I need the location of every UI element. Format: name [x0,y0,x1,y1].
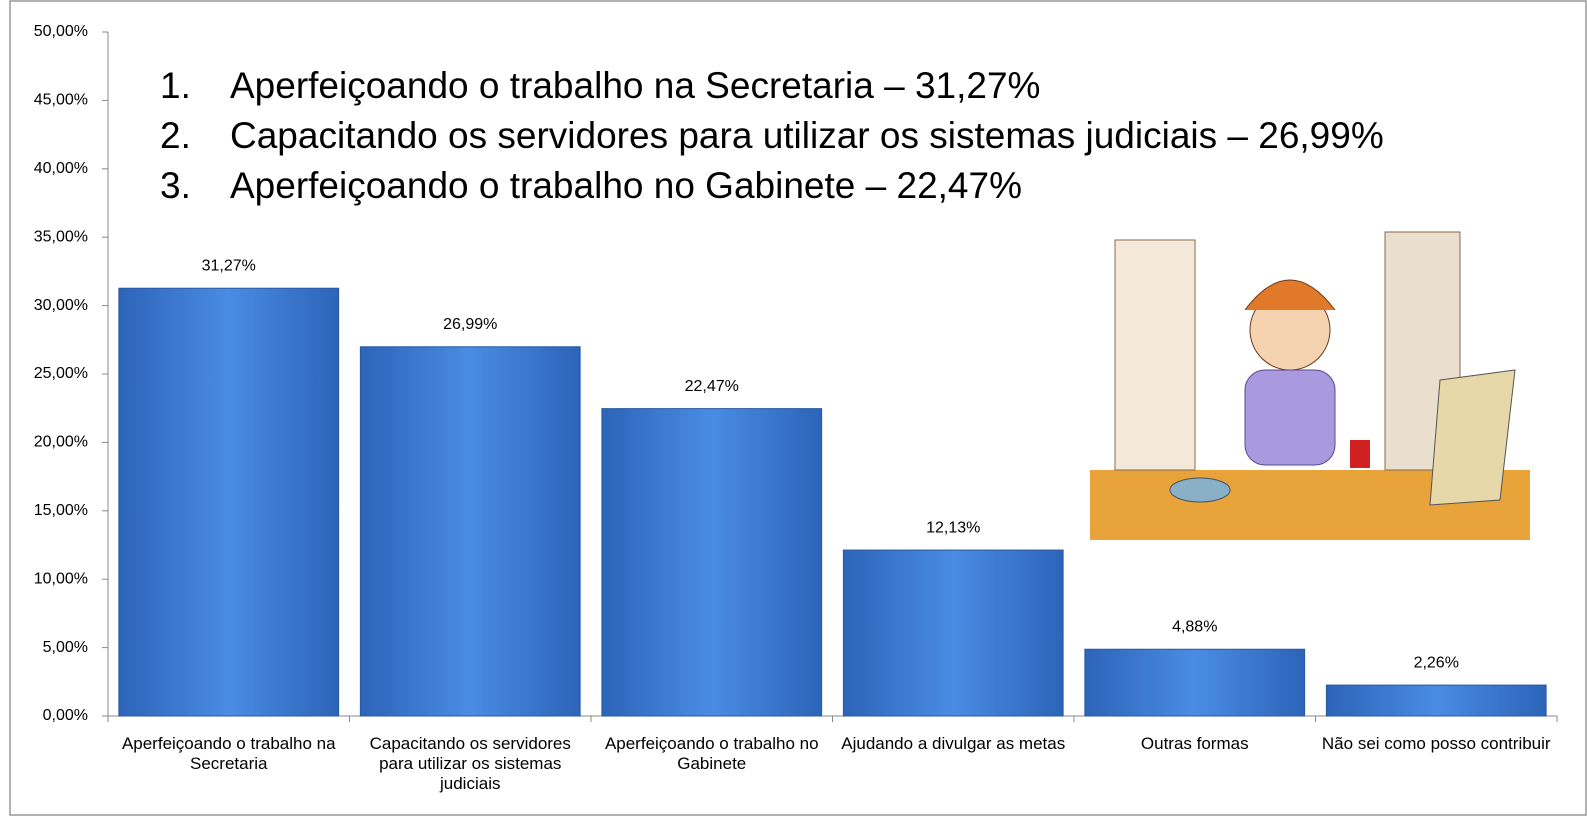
annotation-number: 3. [160,165,191,206]
value-label: 22,47% [685,378,739,395]
y-tick-label: 20,00% [34,434,88,451]
value-label: 2,26% [1414,654,1459,671]
y-tick-label: 10,00% [34,570,88,587]
annotation-text: Aperfeiçoando o trabalho no Gabinete – 2… [230,165,1022,206]
y-tick-label: 30,00% [34,297,88,314]
annotation-text: Capacitando os servidores para utilizar … [230,115,1384,156]
x-tick-label: Aperfeiçoando o trabalho na Secretaria [121,734,336,773]
bar [601,408,823,717]
y-tick-label: 50,00% [34,23,88,40]
value-label: 4,88% [1172,618,1217,635]
x-tick-label: Outras formas [1140,734,1249,753]
bar [359,346,581,717]
bar [118,287,340,717]
bar [1084,648,1306,717]
y-tick-label: 0,00% [43,707,88,724]
value-label: 12,13% [926,519,980,536]
bar [842,549,1064,717]
y-tick-label: 25,00% [34,365,88,382]
annotation-number: 1. [160,65,191,106]
annotation-number: 2. [160,115,191,156]
x-tick-label: Capacitando os servidores para utilizar … [369,734,571,793]
y-tick-label: 15,00% [34,502,88,519]
x-tick-label: Aperfeiçoando o trabalho no Gabinete [604,734,819,773]
y-tick-label: 40,00% [34,160,88,177]
illustration [1090,228,1530,540]
frame [9,0,1587,816]
value-label: 31,27% [202,257,256,274]
y-tick-label: 45,00% [34,92,88,109]
value-label: 26,99% [443,316,497,333]
y-tick-label: 35,00% [34,228,88,245]
bar [1325,684,1547,717]
x-tick-label: Ajudando a divulgar as metas [841,734,1066,753]
x-tick-label: Não sei como posso contribuir [1321,734,1551,753]
y-tick-label: 5,00% [43,639,88,656]
annotation-text: Aperfeiçoando o trabalho na Secretaria –… [230,65,1040,106]
